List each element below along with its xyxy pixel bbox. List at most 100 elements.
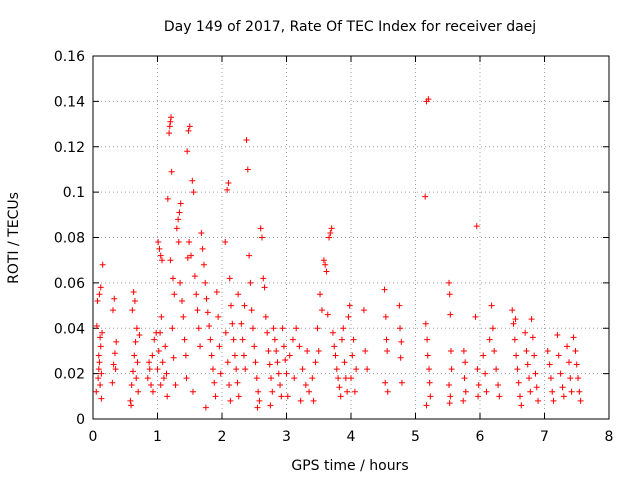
axis-tick-labels: 0 1 2 3 4 5 6 7 8 0 0.02 0.04 0.06 0.08 0.1 0.12 0.14 0.1… xyxy=(54,49,614,445)
data-point-marker xyxy=(157,329,164,336)
data-point-marker xyxy=(255,388,262,395)
data-point-marker xyxy=(273,347,280,354)
data-point-marker xyxy=(176,209,183,216)
data-point-marker xyxy=(177,279,184,286)
data-point-marker xyxy=(546,361,553,368)
data-point-marker xyxy=(460,347,467,354)
data-point-marker xyxy=(475,393,482,400)
data-point-marker xyxy=(244,166,251,173)
data-point-marker xyxy=(509,307,516,314)
data-point-marker xyxy=(98,370,105,377)
data-point-marker xyxy=(173,225,180,232)
data-point-marker xyxy=(304,347,311,354)
data-point-marker xyxy=(129,307,136,314)
data-point-marker xyxy=(518,402,525,409)
data-point-marker xyxy=(155,239,162,246)
data-point-marker xyxy=(134,359,141,366)
data-point-marker xyxy=(97,284,104,291)
data-point-marker xyxy=(570,334,577,341)
data-point-marker xyxy=(175,239,182,246)
data-point-marker xyxy=(96,359,103,366)
data-point-marker xyxy=(293,325,300,332)
data-point-marker xyxy=(128,381,135,388)
data-point-marker xyxy=(213,288,220,295)
data-point-marker xyxy=(184,148,191,155)
data-point-marker xyxy=(447,311,454,318)
data-point-marker xyxy=(207,336,214,343)
data-point-marker xyxy=(208,352,215,359)
data-point-marker xyxy=(190,189,197,196)
data-point-marker xyxy=(446,291,453,298)
data-point-marker xyxy=(209,366,216,373)
data-point-marker xyxy=(302,381,309,388)
data-point-marker xyxy=(511,336,518,343)
data-point-marker xyxy=(382,313,389,320)
data-point-marker xyxy=(226,381,233,388)
data-point-marker xyxy=(568,388,575,395)
data-point-marker xyxy=(175,216,182,223)
data-point-marker xyxy=(350,336,357,343)
data-point-marker xyxy=(270,325,277,332)
data-point-marker xyxy=(180,313,187,320)
data-point-marker xyxy=(297,397,304,404)
data-point-marker xyxy=(197,343,204,350)
data-point-marker xyxy=(189,177,196,184)
data-point-marker xyxy=(547,375,554,382)
data-point-marker xyxy=(156,245,163,252)
data-point-marker xyxy=(344,388,351,395)
data-point-marker xyxy=(226,275,233,282)
data-point-marker xyxy=(199,245,206,252)
data-point-marker xyxy=(133,375,140,382)
data-point-marker xyxy=(93,388,100,395)
plot-frame xyxy=(92,55,610,420)
data-point-marker xyxy=(336,384,343,391)
data-point-marker xyxy=(275,370,282,377)
data-point-marker xyxy=(195,325,202,332)
data-point-marker xyxy=(154,366,161,373)
data-point-marker xyxy=(251,343,258,350)
data-point-marker xyxy=(265,347,272,354)
data-point-marker xyxy=(146,366,153,373)
data-point-marker xyxy=(564,343,571,350)
data-point-marker xyxy=(315,347,322,354)
x-tick-label: 5 xyxy=(411,429,420,445)
data-point-marker xyxy=(130,288,137,295)
data-point-marker xyxy=(183,375,190,382)
data-point-marker xyxy=(224,186,231,193)
y-tick-label: 0.02 xyxy=(54,367,85,383)
data-point-marker xyxy=(576,388,583,395)
data-point-marker xyxy=(135,388,142,395)
data-point-marker xyxy=(257,225,264,232)
data-point-marker xyxy=(341,359,348,366)
data-point-marker xyxy=(381,286,388,293)
data-point-marker xyxy=(206,322,213,329)
data-point-marker xyxy=(425,96,432,103)
data-point-marker xyxy=(95,375,102,382)
data-point-marker xyxy=(241,302,248,309)
data-point-marker xyxy=(113,338,120,345)
data-point-marker xyxy=(243,136,250,143)
data-point-marker xyxy=(328,225,335,232)
data-point-marker xyxy=(533,384,540,391)
data-point-marker xyxy=(474,366,481,373)
data-point-marker xyxy=(351,388,358,395)
data-point-marker xyxy=(188,252,195,259)
data-point-marker xyxy=(327,229,334,236)
data-point-marker xyxy=(299,366,306,373)
data-point-marker xyxy=(317,291,324,298)
data-point-marker xyxy=(364,366,371,373)
data-point-marker xyxy=(266,361,273,368)
data-point-marker xyxy=(575,375,582,382)
data-point-marker xyxy=(560,393,567,400)
data-point-marker xyxy=(483,388,490,395)
data-point-marker xyxy=(475,381,482,388)
data-point-marker xyxy=(488,302,495,309)
x-tick-label: 0 xyxy=(89,429,98,445)
grid xyxy=(93,56,609,419)
data-point-marker xyxy=(172,381,179,388)
x-tick-label: 8 xyxy=(605,429,614,445)
data-point-marker xyxy=(95,366,102,373)
data-point-marker xyxy=(314,325,321,332)
x-tick-label: 6 xyxy=(476,429,485,445)
y-tick-label: 0.16 xyxy=(54,49,85,65)
